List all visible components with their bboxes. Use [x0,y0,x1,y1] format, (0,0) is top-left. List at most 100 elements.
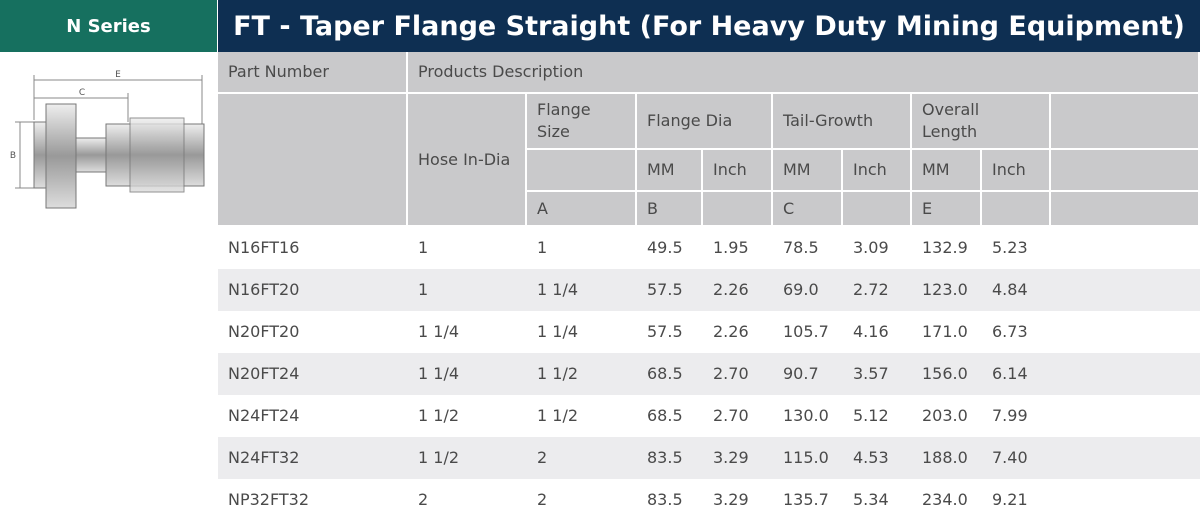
table-cell: 68.5 [637,353,703,395]
table-cell: 7.99 [982,395,1051,437]
table-cell: 2.70 [703,395,773,437]
table-cell: 203.0 [912,395,982,437]
table-cell: 234.0 [912,479,982,521]
header-cell: B [637,192,703,227]
table-cell: 69.0 [773,269,843,311]
table-cell: 4.53 [843,437,912,479]
header-cell: MM [912,150,982,192]
table-cell [1051,353,1200,395]
series-tab: N Series [0,0,217,52]
table-cell: 83.5 [637,479,703,521]
header-cell: Hose In-Dia [408,94,527,227]
table-cell: 2 [527,479,637,521]
header-cell: Overall Length [912,94,1051,150]
header-cell: Inch [982,150,1051,192]
header-cell: Flange Dia [637,94,773,150]
dimension-label: E [115,70,121,80]
table-cell: 1 1/2 [408,437,527,479]
table-cell: N16FT16 [218,227,408,269]
table-cell: N20FT20 [218,311,408,353]
table-cell [1051,311,1200,353]
table-cell: 156.0 [912,353,982,395]
table-cell: 2.70 [703,353,773,395]
header-cell [527,150,637,192]
table-cell: 3.57 [843,353,912,395]
header-cell: Part Number [218,52,408,94]
header-cell [218,94,408,227]
table-cell: 2 [408,479,527,521]
table-cell [1051,395,1200,437]
header-cell [982,192,1051,227]
header-cell: Flange Size [527,94,637,150]
dimension-label: B [10,151,16,161]
table-cell: 5.23 [982,227,1051,269]
table-cell: 78.5 [773,227,843,269]
table-cell: N24FT24 [218,395,408,437]
header-cell [1051,150,1200,192]
header-cell [843,192,912,227]
table-cell: 3.29 [703,437,773,479]
header-cell: MM [773,150,843,192]
table-cell: N24FT32 [218,437,408,479]
table-cell: 57.5 [637,311,703,353]
table-cell: 7.40 [982,437,1051,479]
table-cell: 9.21 [982,479,1051,521]
table-cell: 1 [408,227,527,269]
header-cell: C [773,192,843,227]
header-cell: Inch [843,150,912,192]
table-cell: 5.12 [843,395,912,437]
table-cell: 68.5 [637,395,703,437]
table-cell: 1 1/4 [408,353,527,395]
header-cell: Tail-Growth [773,94,912,150]
table-cell: 5.34 [843,479,912,521]
table-cell: 1 1/2 [527,395,637,437]
header-cell: A [527,192,637,227]
table-cell: 188.0 [912,437,982,479]
table-cell: 1 1/4 [527,269,637,311]
table-cell: 2.26 [703,311,773,353]
table-cell: NP32FT32 [218,479,408,521]
table-cell: 90.7 [773,353,843,395]
table-cell: 3.09 [843,227,912,269]
header-cell [1051,94,1200,150]
table-cell [1051,269,1200,311]
table-cell: 1 1/4 [527,311,637,353]
table-cell: 130.0 [773,395,843,437]
header-cell [703,192,773,227]
fitting-drawing: E C B [10,70,205,209]
table-cell: 1 [527,227,637,269]
table-cell: 2 [527,437,637,479]
table-cell: 3.29 [703,479,773,521]
dimension-label: C [79,88,85,98]
header-cell: Products Description [408,52,1200,94]
table-cell: 1 1/2 [527,353,637,395]
header-cell: E [912,192,982,227]
table-cell: 4.16 [843,311,912,353]
table-cell: N20FT24 [218,353,408,395]
table-cell: 1 [408,269,527,311]
table-cell: 83.5 [637,437,703,479]
header-cell: MM [637,150,703,192]
table-cell [1051,437,1200,479]
table-cell: 6.73 [982,311,1051,353]
table-cell: 105.7 [773,311,843,353]
table-cell: 123.0 [912,269,982,311]
table-cell [1051,227,1200,269]
title-bar: FT - Taper Flange Straight (For Heavy Du… [218,0,1200,52]
table-cell: 2.26 [703,269,773,311]
table-cell: 1.95 [703,227,773,269]
table-cell: 135.7 [773,479,843,521]
table-cell: 1 1/2 [408,395,527,437]
table-cell: N16FT20 [218,269,408,311]
table-cell: 2.72 [843,269,912,311]
table-cell: 6.14 [982,353,1051,395]
table-cell: 132.9 [912,227,982,269]
table-cell: 171.0 [912,311,982,353]
table-cell [1051,479,1200,521]
table-cell: 4.84 [982,269,1051,311]
table-cell: 115.0 [773,437,843,479]
header-cell: Inch [703,150,773,192]
table-cell: 1 1/4 [408,311,527,353]
header-cell [1051,192,1200,227]
